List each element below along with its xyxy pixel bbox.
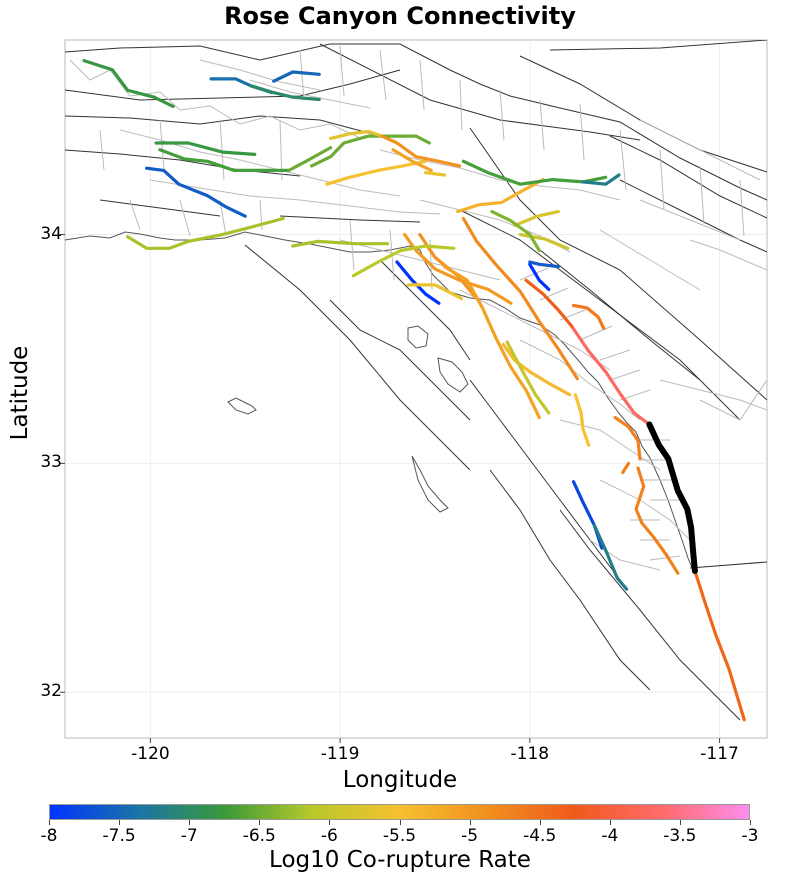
colorbar-tick-mark (49, 820, 50, 825)
rupture-segment (501, 342, 572, 397)
fault-rupture-segments (82, 58, 746, 722)
rupture-segment (406, 283, 464, 301)
rupture-segment (571, 303, 606, 330)
rupture-segment (569, 324, 652, 427)
rupture-segment (325, 159, 428, 186)
rupture-segment (442, 265, 541, 420)
rupture-segment (291, 239, 390, 248)
colorbar-tick-mark (609, 820, 611, 825)
plot-area (64, 39, 768, 739)
colorbar-tick-label: -7 (180, 826, 198, 846)
chart-title: Rose Canyon Connectivity (224, 2, 576, 30)
colorbar-tick-mark (679, 820, 681, 825)
y-axis-label: Latitude (7, 345, 33, 441)
colorbar-tick-label: -6.5 (242, 826, 276, 846)
rupture-segment (391, 148, 433, 172)
rupture-segment (573, 393, 591, 447)
x-axis-label: Longitude (342, 767, 458, 793)
colorbar-tick-label: -3.5 (663, 826, 697, 846)
rupture-segment (513, 210, 560, 227)
rupture-segment (621, 461, 631, 475)
rupture-segment (351, 244, 456, 278)
colorbar-tick-label: -8 (40, 826, 58, 846)
x-tick-label: -118 (510, 744, 550, 764)
colorbar-tick-mark (750, 820, 751, 825)
rupture-segment (395, 260, 441, 305)
colorbar-tick-mark (469, 820, 471, 825)
rupture-segment (505, 340, 551, 415)
rupture-segment (528, 260, 560, 269)
y-tick-label: 32 (40, 681, 62, 702)
rupture-segment (272, 70, 321, 83)
colorbar-tick-mark (329, 820, 331, 825)
rupture-segment (461, 216, 579, 381)
x-tick-label: -119 (320, 744, 360, 764)
colorbar-tick-mark (399, 820, 401, 825)
colorbar-gradient (49, 804, 750, 820)
y-tick-label: 34 (40, 223, 62, 244)
rupture-segment (154, 141, 257, 156)
x-tick-label: -120 (131, 744, 170, 764)
colorbar-title: Log10 Co-rupture Rate (269, 847, 531, 873)
rupture-segment (528, 262, 551, 291)
rupture-segment (287, 146, 333, 172)
rupture-segment (158, 148, 291, 172)
rupture-segment (518, 232, 570, 250)
colorbar-tick-label: -5 (461, 826, 479, 846)
x-axis-ticks (149, 738, 721, 743)
coastline-and-fault-traces (65, 40, 767, 721)
rupture-segment (329, 129, 384, 140)
x-tick-label: -117 (700, 744, 739, 764)
colorbar-tick-label: -5.5 (382, 826, 417, 846)
rupture-segment (423, 171, 447, 177)
rupture-segment (693, 569, 746, 722)
colorbar-tick-mark (189, 820, 191, 825)
rupture-segment (125, 216, 285, 250)
rupture-segment (310, 134, 395, 168)
colorbar-tick-label: -6 (320, 826, 338, 846)
rupture-segment (592, 523, 629, 591)
rupture-segment (634, 466, 680, 575)
rupture-segment (581, 173, 621, 186)
y-axis-ticks (60, 234, 65, 693)
rose-canyon-fault-segment (646, 421, 698, 574)
colorbar-tick-label: -4 (601, 826, 619, 846)
colorbar-tick-mark (119, 820, 121, 825)
colorbar-tick-label: -3 (741, 826, 759, 846)
rupture-segment (490, 210, 541, 253)
colorbar-tick-mark (259, 820, 261, 825)
y-tick-label: 33 (40, 452, 62, 473)
rupture-segment (391, 134, 431, 145)
colorbar-frame (49, 804, 750, 820)
colorbar-tick-label: -4.5 (523, 826, 557, 846)
colorbar-tick-mark (539, 820, 541, 825)
colorbar-tick-label: -7.5 (102, 826, 136, 846)
rupture-segment (145, 166, 247, 218)
rupture-segment (380, 134, 462, 168)
rupture-segment (613, 416, 642, 461)
rupture-segment (249, 84, 321, 102)
rupture-segment (456, 178, 545, 214)
rupture-segment (82, 58, 175, 109)
rupture-segment (524, 278, 574, 328)
